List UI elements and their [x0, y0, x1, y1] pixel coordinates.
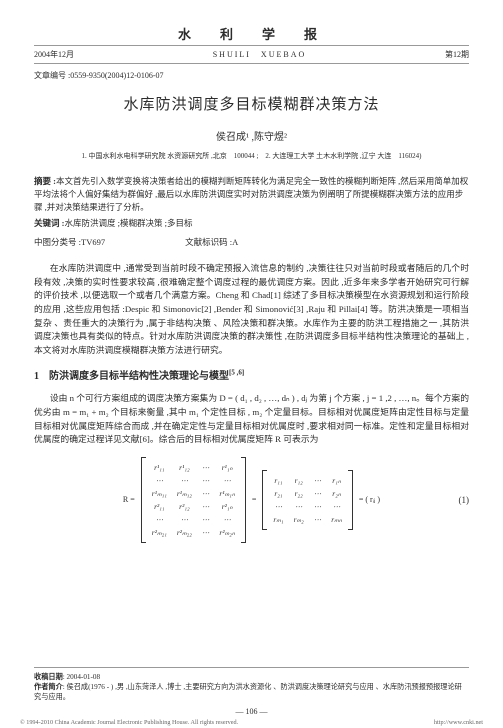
equation-number: (1)	[459, 495, 470, 505]
copyright-url: http://www.cnki.net	[434, 719, 483, 726]
received-date: 收稿日期: 2004-01-08	[34, 672, 469, 682]
eq-lhs: R =	[123, 495, 135, 504]
matrix-right: r₁₁r₁₂⋯r₁ₙr₂₁r₂₂⋯r₂ₙ⋯⋯⋯⋯rₘ₁rₘ₂⋯rₘₙ	[262, 470, 353, 530]
section-1-para: 设由 n 个可行方案组成的调度决策方案集为 D = ( d₁ , d₂ , …,…	[34, 392, 469, 447]
doc-code: 文献标识码 :A	[185, 236, 238, 248]
section-ref: [5 ,6]	[229, 369, 244, 377]
eq-tail: = ( rᵢⱼ )	[359, 495, 380, 504]
author-bio: 作者简介: 侯召成(1976 - ) ,男 ,山东菏泽人 ,博士 ,主要研究方向…	[34, 682, 469, 702]
section-1-title: 1 防洪调度多目标半结构性决策理论与模型[5 ,6]	[34, 367, 469, 382]
journal-subheader: 2004年12月 SHUILI XUEBAO 第12期	[34, 49, 469, 64]
equation-1: R = r¹₁₁r¹₁₂⋯r¹₁ₙ⋯⋯⋯⋯r¹ₘ₁₁r¹ₘ₁₂⋯r¹ₘ₁ₙr²₁…	[34, 457, 469, 543]
classification-row: 中图分类号 :TV697 文献标识码 :A	[34, 236, 469, 248]
copyright-line: © 1994-2010 China Academic Journal Elect…	[0, 719, 503, 726]
abstract-label: 摘要 :	[34, 176, 56, 186]
class-cn: 中图分类号 :TV697	[34, 236, 105, 248]
publish-date: 2004年12月	[34, 49, 74, 60]
matrix-left: r¹₁₁r¹₁₂⋯r¹₁ₙ⋯⋯⋯⋯r¹ₘ₁₁r¹ₘ₁₂⋯r¹ₘ₁ₙr²₁₁r²₁…	[141, 457, 246, 543]
article-title: 水库防洪调度多目标模糊群决策方法	[34, 93, 469, 114]
authors-line: 侯召成¹ ,陈守煜²	[34, 128, 469, 143]
journal-header: 水 利 学 报	[34, 24, 469, 46]
keywords-label: 关键词 :	[34, 218, 64, 228]
intro-paragraph: 在水库防洪调度中 ,通常受到当前时段不确定预报入流信息的制约 ,决策往往只对当前…	[34, 262, 469, 357]
affiliations: 1. 中国水利水电科学研究院 水资源研究所 ,北京 100044 ; 2. 大连…	[34, 151, 469, 161]
footer-notes: 收稿日期: 2004-01-08 作者简介: 侯召成(1976 - ) ,男 ,…	[34, 667, 469, 702]
keywords-text: 水库防洪调度 ;模糊群决策 ;多目标	[64, 218, 192, 228]
journal-name-cn: 水 利 学 报	[178, 24, 325, 43]
keywords: 关键词 :水库防洪调度 ;模糊群决策 ;多目标	[34, 217, 469, 230]
journal-name-en: SHUILI XUEBAO	[213, 49, 307, 60]
article-id: 文章编号 :0559-9350(2004)12-0106-07	[34, 70, 469, 81]
page-number: — 106 —	[0, 707, 503, 716]
copyright-text: © 1994-2010 China Academic Journal Elect…	[20, 719, 238, 726]
abstract-text: 本文首先引入数学变换将决策者给出的模糊判断矩阵转化为满足完全一致性的模糊判断矩阵…	[34, 176, 468, 212]
eq-equals: =	[252, 495, 257, 504]
abstract: 摘要 :本文首先引入数学变换将决策者给出的模糊判断矩阵转化为满足完全一致性的模糊…	[34, 175, 469, 213]
issue-number: 第12期	[445, 49, 469, 60]
